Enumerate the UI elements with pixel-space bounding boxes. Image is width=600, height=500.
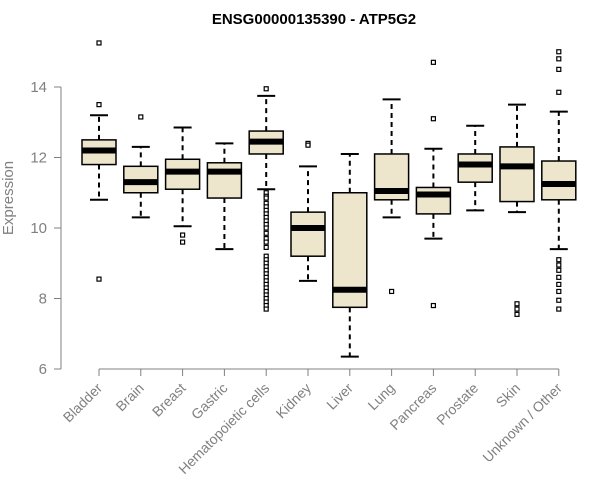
outlier-point <box>514 306 520 312</box>
x-tick-label: Liver <box>323 380 356 413</box>
box-pancreas <box>415 59 452 309</box>
outlier-point <box>556 66 562 72</box>
box-breast <box>164 126 201 245</box>
outlier-point <box>263 86 269 92</box>
iqr-box <box>206 162 243 199</box>
box-skin <box>499 103 535 317</box>
outlier-point <box>556 56 562 62</box>
iqr-box <box>457 153 493 183</box>
outlier-point <box>556 267 562 273</box>
outlier-point <box>263 239 269 245</box>
outlier-point <box>556 257 562 263</box>
box-prostate <box>457 124 493 212</box>
iqr-box <box>415 186 452 215</box>
box-lung <box>373 98 410 295</box>
outlier-point <box>180 232 186 238</box>
iqr-box <box>541 160 577 201</box>
y-tick-label: 14 <box>30 79 47 96</box>
x-tick-label: Brain <box>112 380 146 414</box>
box-bladder <box>81 40 117 282</box>
outlier-point <box>556 274 562 280</box>
y-axis: 6 8 10 12 14 <box>30 79 62 378</box>
iqr-box <box>290 211 326 257</box>
outlier-point <box>96 276 102 282</box>
y-tick-label: 8 <box>39 291 47 308</box>
box-kidney <box>290 140 326 282</box>
outlier-point <box>556 89 562 95</box>
box-liver <box>332 152 368 358</box>
chart-title: ENSG00000135390 - ATP5G2 <box>212 11 416 28</box>
outlier-point <box>96 40 102 46</box>
outlier-point <box>389 288 395 295</box>
x-tick-label: Bladder <box>60 380 106 426</box>
x-tick-label: Kidney <box>273 380 315 422</box>
outlier-point <box>430 59 436 65</box>
box-gastric <box>206 142 243 251</box>
x-tick-label: Breast <box>149 380 189 420</box>
outlier-point <box>556 288 562 295</box>
outlier-point <box>514 301 520 307</box>
y-tick-label: 10 <box>30 220 47 237</box>
outlier-point <box>263 244 269 250</box>
y-axis-label: Expression <box>0 161 17 235</box>
y-tick-label: 6 <box>39 361 47 378</box>
outlier-point <box>430 116 436 122</box>
x-tick-label: Lung <box>364 380 397 413</box>
iqr-box <box>499 146 535 203</box>
outlier-point <box>556 281 562 287</box>
x-tick-label: Unknown / Other <box>479 380 565 466</box>
y-tick-label: 12 <box>30 150 47 167</box>
box-hematopoietic-cells <box>248 86 284 312</box>
box-brain <box>123 114 159 219</box>
outlier-point <box>180 239 186 245</box>
outlier-point <box>305 142 311 148</box>
boxes-group <box>81 40 577 358</box>
outlier-point <box>514 311 520 317</box>
outlier-point <box>556 49 562 55</box>
x-tick-label: Skin <box>493 380 524 411</box>
outlier-point <box>556 306 562 312</box>
outlier-point <box>556 262 562 268</box>
outlier-point <box>138 114 144 120</box>
box-unknown-other <box>541 49 577 312</box>
x-tick-label: Prostate <box>433 380 481 428</box>
outlier-point <box>263 306 269 312</box>
outlier-point <box>430 302 436 309</box>
outlier-point <box>96 102 102 108</box>
outlier-point <box>263 230 269 236</box>
outlier-point <box>263 225 269 231</box>
outlier-point <box>556 297 562 303</box>
outlier-point <box>263 195 269 201</box>
